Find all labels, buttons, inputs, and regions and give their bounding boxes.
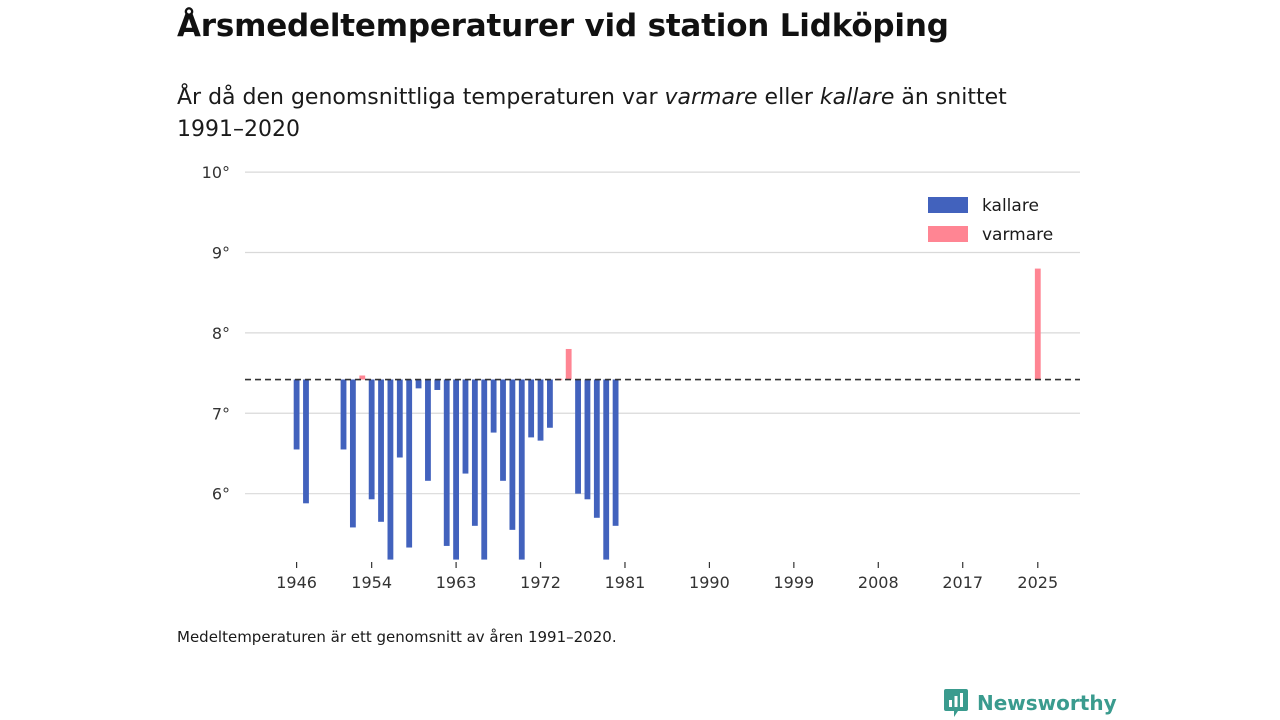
x-tick-label: 1954 [351,573,392,592]
bar-colder[interactable] [415,379,422,389]
grid-layer [245,171,1080,495]
bar-colder[interactable] [349,379,356,528]
bar-colder[interactable] [500,379,506,481]
bar-colder[interactable] [490,379,497,433]
legend-swatch-warmer [928,226,968,242]
bar-colder[interactable] [547,379,553,428]
bar-warmer[interactable] [1034,268,1041,380]
bar-warmer[interactable] [565,348,572,380]
legend-label-warmer: varmare [982,225,1053,245]
x-tick-label: 1972 [520,573,561,592]
bar-colder[interactable] [443,379,450,546]
bar-colder[interactable] [575,379,581,494]
bar-colder[interactable] [537,379,544,441]
bar-colder[interactable] [528,379,535,438]
bar-colder[interactable] [293,379,300,450]
bar-warmer[interactable] [359,375,366,380]
bar-colder[interactable] [612,379,619,526]
bar-colder[interactable] [593,379,600,518]
x-tick-label: 1990 [689,573,730,592]
bar-colder[interactable] [425,379,431,481]
bar-colder[interactable] [603,379,610,560]
y-tick-label: 6° [212,485,230,504]
chart-subtitle: År då den genomsnittliga temperaturen va… [177,82,1057,146]
footnote: Medeltemperaturen är ett genomsnitt av å… [177,628,617,646]
bar-colder[interactable] [509,379,516,530]
x-tick-label: 2025 [1017,573,1058,592]
legend-swatch-colder [928,197,968,213]
x-tick-label: 1981 [605,573,646,592]
x-tick-label: 1999 [773,573,814,592]
subtitle-part2: eller [757,85,820,110]
chart-title: Årsmedeltemperaturer vid station Lidköpi… [177,8,949,44]
bar-layer [293,268,1041,560]
legend: kallare varmare [928,196,1053,245]
brand-name: Newsworthy [977,691,1117,715]
bar-colder[interactable] [378,379,384,522]
subtitle-part3: än snittet 1991–2020 [177,85,1007,142]
subtitle-colder-word: kallare [819,85,895,110]
bar-colder[interactable] [481,379,488,560]
x-tick-label: 2017 [942,573,983,592]
y-tick-label: 7° [212,404,230,423]
subtitle-warmer-word: varmare [664,85,758,110]
bar-colder[interactable] [368,379,375,500]
bar-colder[interactable] [471,379,478,526]
y-tick-label: 8° [212,324,230,343]
subtitle-part1: År då den genomsnittliga temperaturen va… [177,85,665,110]
legend-label-colder: kallare [982,196,1039,216]
bar-colder[interactable] [462,379,469,474]
bar-colder[interactable] [518,379,525,560]
bar-colder[interactable] [396,379,403,458]
axis-layer: 6° 7° 8° 9° 10° 1946 1954 1963 1972 1981 1990 1999 2… [202,163,1058,592]
temperature-bar-chart: 6° 7° 8° 9° 10° 1946 1954 1963 1972 1981 1990 1999 2… [202,163,1080,592]
bar-colder[interactable] [303,379,309,504]
newsworthy-logo-icon [944,689,968,717]
y-tick-label: 9° [212,244,230,263]
bar-colder[interactable] [584,379,591,500]
bar-colder[interactable] [453,379,460,560]
bar-colder[interactable] [340,379,347,450]
bar-colder[interactable] [406,379,413,548]
x-tick-label: 2008 [858,573,899,592]
bar-colder[interactable] [434,379,441,390]
x-tick-label: 1963 [436,573,477,592]
brand-logo[interactable]: Newsworthy [943,688,1117,718]
x-tick-label: 1946 [276,573,317,592]
bar-colder[interactable] [387,379,394,560]
y-tick-label: 10° [202,163,230,182]
